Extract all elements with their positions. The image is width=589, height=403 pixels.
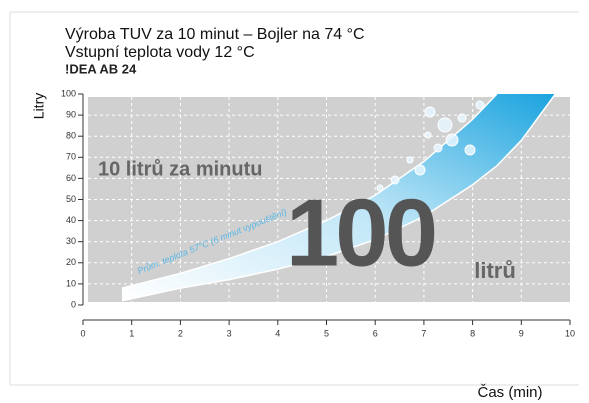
y-tick-label: 70	[66, 152, 76, 162]
bubble	[425, 132, 431, 138]
y-tick-label: 60	[66, 173, 76, 183]
bubble	[446, 134, 458, 146]
y-axis-label: Litry	[31, 93, 47, 119]
bubble	[438, 118, 452, 132]
x-tick-label: 3	[227, 328, 232, 338]
x-axis-label: Čas (min)	[477, 384, 542, 401]
x-tick-label: 2	[178, 328, 183, 338]
x-tick-label: 9	[519, 328, 524, 338]
bubble	[458, 114, 466, 122]
bubble	[434, 144, 442, 152]
brand: !DEA AB 24	[65, 61, 137, 76]
x-tick-label: 5	[324, 328, 329, 338]
y-tick-label: 20	[66, 257, 76, 267]
y-tick-label: 50	[66, 194, 76, 204]
chart-title: Výroba TUV za 10 minut – Bojler na 74 °C	[65, 26, 365, 43]
bubble	[476, 101, 484, 109]
x-tick-label: 4	[275, 328, 280, 338]
x-tick-label: 6	[373, 328, 378, 338]
y-tick-label: 80	[66, 131, 76, 141]
y-tick-label: 100	[61, 88, 76, 98]
bubble	[425, 107, 435, 117]
x-tick-label: 10	[565, 328, 575, 338]
bubble	[407, 157, 413, 163]
y-tick-label: 90	[66, 109, 76, 119]
y-tick-label: 40	[66, 215, 76, 225]
annotation: 100	[286, 179, 435, 286]
x-tick-label: 0	[80, 328, 85, 338]
chart-subtitle: Vstupní teplota vody 12 °C	[65, 44, 255, 61]
bubble	[415, 165, 425, 175]
annotation: 10 litrů za minutu	[98, 158, 262, 180]
bubble	[465, 145, 475, 155]
x-tick-label: 1	[129, 328, 134, 338]
x-tick-label: 8	[470, 328, 475, 338]
y-tick-label: 10	[66, 278, 76, 288]
chart: 0 10 20 30 40 50 60 70 80 90 100 0 1 2 3 4 5 6 7 8 9 10 Výrob…	[0, 0, 589, 403]
annotation: litrů	[474, 258, 516, 283]
y-tick-label: 0	[71, 299, 76, 309]
x-tick-label: 7	[421, 328, 426, 338]
y-tick-label: 30	[66, 236, 76, 246]
